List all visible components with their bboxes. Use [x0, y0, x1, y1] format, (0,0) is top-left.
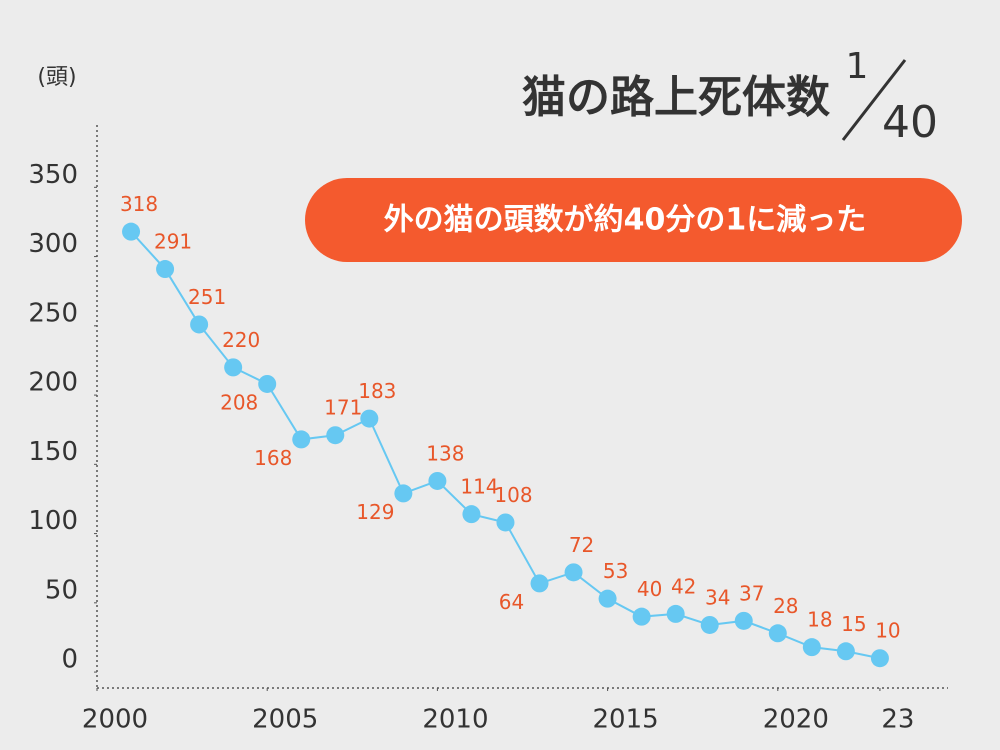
point [530, 574, 549, 593]
x-tick-label: 23 [881, 705, 914, 735]
point [666, 604, 685, 623]
data-label: 53 [603, 559, 628, 583]
y-tick-label: 50 [45, 575, 78, 605]
data-label: 42 [671, 574, 696, 598]
badge-bg [305, 178, 962, 262]
point [224, 358, 243, 377]
y-tick-label: 200 [28, 368, 78, 398]
chart-title: 猫の路上死体数 [522, 72, 830, 123]
data-label: 40 [637, 577, 662, 601]
point [122, 222, 141, 241]
y-axis-label: (頭) [37, 65, 76, 90]
y-tick-label: 100 [28, 506, 78, 536]
point [292, 430, 311, 449]
point [734, 611, 753, 630]
data-label: 291 [154, 230, 192, 254]
y-tick-label: 300 [28, 229, 78, 259]
x-tick-label: 2015 [593, 705, 659, 735]
point [428, 471, 447, 490]
data-label: 37 [739, 581, 764, 605]
fraction-denominator: 40 [882, 97, 938, 148]
point [462, 505, 481, 524]
point [598, 589, 617, 608]
data-label: 108 [494, 483, 532, 507]
badge-text: 外の猫の頭数が約40分の1に減った [384, 203, 867, 238]
data-label: 208 [220, 390, 258, 414]
data-label: 183 [358, 379, 396, 403]
point [360, 409, 379, 428]
x-tick-label: 2000 [82, 705, 148, 735]
point [768, 624, 787, 643]
fraction-slash [841, 59, 907, 141]
data-label: 114 [460, 475, 498, 499]
data-label: 10 [875, 619, 900, 643]
point [190, 315, 209, 334]
data-label: 318 [120, 192, 158, 216]
y-tick-label: 150 [28, 437, 78, 467]
point [802, 638, 821, 657]
data-label: 18 [807, 608, 832, 632]
point [394, 484, 413, 503]
data-label: 138 [426, 441, 464, 465]
data-label: 251 [188, 285, 226, 309]
x-tick-label: 2010 [422, 705, 488, 735]
x-tick-label: 2020 [763, 705, 829, 735]
data-label: 72 [569, 533, 594, 557]
data-label: 171 [324, 396, 362, 420]
point [258, 374, 277, 393]
y-tick-label: 250 [28, 298, 78, 328]
data-label: 168 [254, 446, 292, 470]
point [326, 426, 345, 445]
data-label: 220 [222, 328, 260, 352]
x-tick-label: 2005 [252, 705, 318, 735]
point [632, 607, 651, 626]
y-tick-label: 0 [61, 645, 78, 675]
point [496, 513, 515, 532]
point [836, 642, 855, 661]
point [700, 615, 719, 634]
point [564, 563, 583, 582]
data-label: 64 [499, 590, 524, 614]
point [870, 649, 889, 668]
data-label: 28 [773, 594, 798, 618]
fraction-numerator: 1 [846, 46, 869, 87]
point [156, 260, 175, 279]
data-label: 15 [841, 612, 866, 636]
data-label: 34 [705, 585, 730, 609]
data-label: 129 [356, 500, 394, 524]
y-tick-label: 350 [28, 160, 78, 190]
